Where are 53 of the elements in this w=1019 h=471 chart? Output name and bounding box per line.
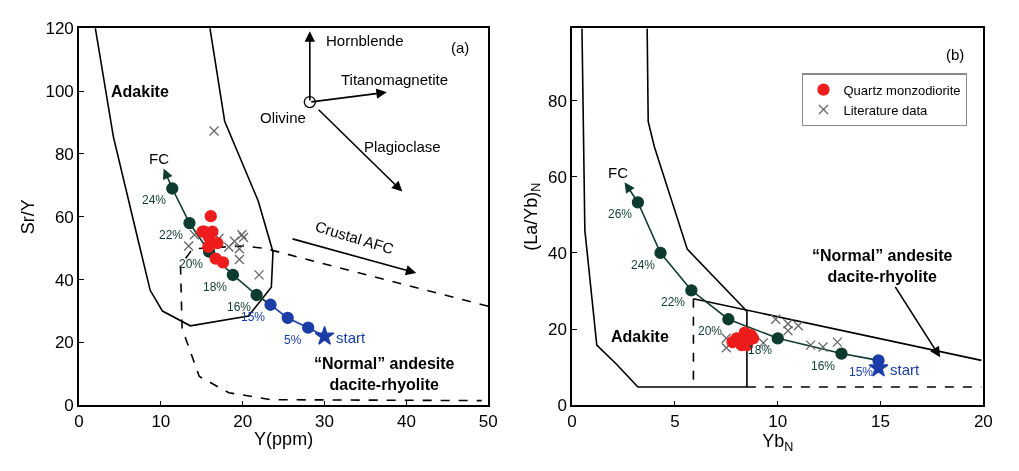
annotation: start <box>890 361 920 378</box>
annotation: FC <box>149 150 170 167</box>
y-tick-label: 20 <box>54 333 74 353</box>
y-tick-label: 80 <box>54 144 74 164</box>
annotation: (b) <box>946 46 965 63</box>
y-tick-label: 60 <box>548 167 567 187</box>
y-tick-label: 0 <box>64 396 74 416</box>
annotation: (a) <box>451 39 470 56</box>
x-tick-label: 20 <box>233 412 253 432</box>
y-tick-label: 80 <box>548 91 567 111</box>
annotation: Crustal AFC <box>313 217 396 258</box>
annotation: 15% <box>849 365 874 379</box>
x-tick-label: 10 <box>151 412 171 432</box>
y-tick-label: 0 <box>557 396 567 416</box>
annotation: 20% <box>698 324 723 338</box>
annotation: start <box>336 329 366 346</box>
x-tick-label: 50 <box>478 412 498 432</box>
annotation: 24% <box>631 258 656 272</box>
annotation: 18% <box>748 343 773 357</box>
annotation: “Normal” andesite dacite-rhyolite <box>812 247 953 285</box>
x-tick-label: 30 <box>315 412 335 432</box>
legend-label: Literature data <box>843 102 929 118</box>
y-tick-label: 40 <box>54 270 74 290</box>
annotation: Plagioclase <box>364 138 441 155</box>
annotation: Olivine <box>260 109 306 126</box>
annotation: 26% <box>608 207 633 221</box>
annotation: Adakite <box>111 83 169 100</box>
annotation: 5% <box>284 333 302 347</box>
x-tick-label: 20 <box>973 412 993 432</box>
annotation: Hornblende <box>326 32 404 49</box>
x-tick-label: 10 <box>768 412 788 432</box>
y-tick-label: 100 <box>45 82 74 101</box>
y-tick-label: 20 <box>548 320 567 340</box>
legend-label: Quartz monzodiorite <box>843 82 961 98</box>
annotation: 24% <box>142 193 167 207</box>
annotation: Titanomagnetite <box>341 71 449 88</box>
y-tick-label: 40 <box>548 243 567 263</box>
y-tick-label: 60 <box>54 207 74 227</box>
annotation: 22% <box>661 295 686 309</box>
y-axis-title: Sr/Y <box>18 199 39 235</box>
x-tick-label: 5 <box>670 412 680 432</box>
annotation: “Normal” andesite dacite-rhyolite <box>314 355 455 393</box>
annotation: FC <box>608 164 629 181</box>
x-tick-label: 40 <box>396 412 416 432</box>
annotation: Adakite <box>611 328 669 345</box>
annotation: 18% <box>203 280 228 294</box>
x-axis-title: Yb$_{N}$ <box>762 431 794 455</box>
annotation: 22% <box>159 228 184 242</box>
annotation: 20% <box>179 257 204 271</box>
x-tick-label: 15 <box>871 412 891 432</box>
annotation: 16% <box>811 359 836 373</box>
y-tick-label: 120 <box>45 19 74 39</box>
x-axis-title: Y(ppm) <box>254 429 314 450</box>
